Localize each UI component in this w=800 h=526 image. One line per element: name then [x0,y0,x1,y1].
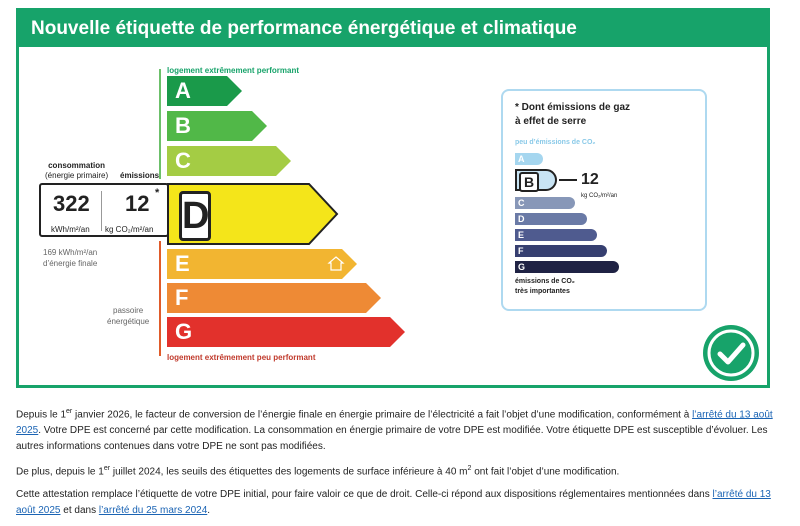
consumption-unit: kWh/m²/an [51,225,90,234]
check-circle-icon [703,325,759,381]
notice-text: Depuis le 1er janvier 2026, le facteur d… [16,404,776,525]
ges-bar-letter: A [518,154,525,164]
notice-text-segment: ont fait l’objet d’une modification. [471,466,620,478]
notice-paragraph-2: De plus, depuis le 1er juillet 2024, les… [16,461,776,480]
ges-active-letter: B [519,172,539,192]
dpe-bar-letter: C [175,148,191,173]
card-title: Nouvelle étiquette de performance énergé… [19,11,767,47]
consumption-label: consommation [48,161,106,170]
ges-bar-c: C [515,197,575,209]
ges-pointer-line [559,179,577,181]
dpe-bar-letter: G [175,319,193,344]
divider [101,191,102,231]
dpe-active-letter: D [179,191,211,241]
passoire-line2: énergétique [107,317,150,326]
ges-bar-g: G [515,261,619,273]
ges-bar-e: E [515,229,597,241]
ges-bar-letter: E [518,230,525,240]
ges-bar-letter: F [518,246,524,256]
emissions-unit: kg CO₂/m²/an [105,225,154,234]
notice-sup: 2 [467,465,472,473]
ges-title: * Dont émissions de gaz à effet de serre [515,101,630,129]
arrete-2024-link[interactable]: l’arrêté du 25 mars 2024 [98,504,208,516]
ges-bottom-line2: très importantes [515,288,570,295]
energy-label-card: Nouvelle étiquette de performance énergé… [16,8,770,388]
emissions-value: 12 [125,191,150,216]
notice-text-segment: . Votre DPE est concerné par cette modif… [16,425,768,453]
values-box: 322 12 kWh/m²/an kg CO₂/m²/an [39,183,169,237]
ges-bar-letter: D [518,214,525,224]
dpe-top-label: logement extrêmement performant [167,66,300,75]
arrete-2025-link[interactable]: l’arrêté du 13 août 2025 [16,409,773,437]
notice-text-segment: Cette attestation remplace l’étiquette d… [16,488,713,500]
divider [159,69,161,179]
passoire-line1: passoire [113,306,144,315]
notice-text-segment: . [207,504,211,516]
final-energy-label: d’énergie finale [43,259,98,268]
arrete-2025-link[interactable]: l’arrêté du 13 août 2025 [16,488,771,516]
ges-bar-b-active: B [515,169,557,192]
house-icon [327,256,345,271]
consumption-value: 322 [53,191,90,216]
ges-bottom-line1: émissions de CO₂ [515,278,575,285]
notice-sup: er [103,465,111,473]
dpe-bar-letter: A [175,78,191,103]
dpe-bar-b: B [167,111,267,141]
ges-unit: kg CO₂/m²/an [581,193,618,199]
dpe-bar-f: F [167,283,381,313]
dpe-bar-letter: B [175,113,191,138]
ges-bar-a: A [515,153,543,165]
consumption-sublabel: (énergie primaire) [45,171,109,180]
dpe-bar-e: E [167,249,357,279]
dpe-bar-g: G [167,317,405,347]
dpe-bar-a: A [167,76,242,106]
notice-paragraph-1: Depuis le 1er janvier 2026, le facteur d… [16,404,776,455]
dpe-bottom-label: logement extrêmement peu performant [167,353,316,362]
ges-top-label: peu d’émissions de CO₂ [515,139,596,146]
ges-panel: * Dont émissions de gaz à effet de serre… [501,89,707,311]
notice-text-segment: Depuis le 1 [16,409,67,421]
ges-value: 12 [581,171,599,188]
ges-bar-f: F [515,245,607,257]
ges-bar-d: D [515,213,587,225]
notice-text-segment: juillet 2024, les seuils des étiquettes … [110,466,468,478]
emissions-label: émissions [120,171,160,180]
notice-text-segment: janvier 2026, le facteur de conversion d… [72,409,693,421]
final-energy-note: 169 kWh/m²/an d’énergie finale [43,247,97,269]
ges-bar-letter: C [518,198,525,208]
ges-bar-letter: G [518,262,526,272]
asterisk: * [155,187,160,199]
final-energy-value: 169 kWh/m²/an [43,248,98,257]
notice-sup: er [66,408,73,415]
notice-paragraph-3: Cette attestation remplace l’étiquette d… [16,487,776,519]
dpe-bar-d-active: D [167,183,339,245]
dpe-bar-letter: F [175,285,189,310]
ges-title-line1: * Dont émissions de gaz [515,102,631,113]
divider [159,241,161,356]
passoire-label: passoire énergétique [107,305,149,327]
dpe-bar-c: C [167,146,291,176]
dpe-bar-letter: E [175,251,190,276]
notice-text-segment: De plus, depuis le 1 [16,466,104,478]
notice-text-segment: et dans [60,504,99,516]
ges-title-line2: à effet de serre [515,116,587,127]
ges-bottom-label: émissions de CO₂ très importantes [515,277,575,297]
consumption-header: consommation (énergie primaire) [45,161,108,181]
